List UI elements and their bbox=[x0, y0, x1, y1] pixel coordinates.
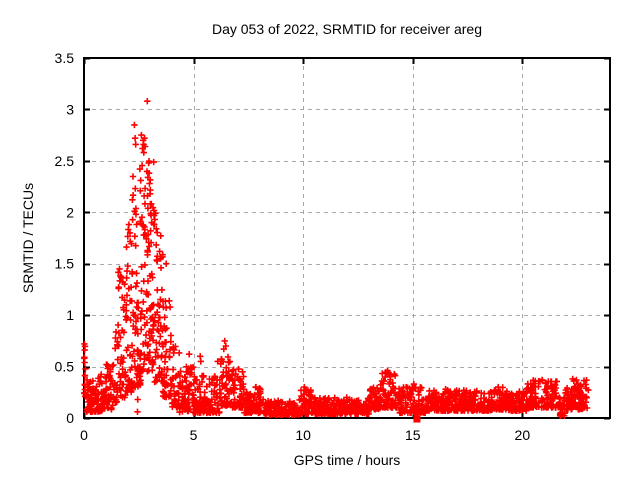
scatter-square-point bbox=[413, 415, 421, 423]
y-tick-label: 1.5 bbox=[55, 256, 75, 272]
chart-title: Day 053 of 2022, SRMTID for receiver are… bbox=[211, 21, 482, 37]
x-tick-label: 0 bbox=[80, 427, 88, 443]
y-tick-label: 0 bbox=[66, 410, 74, 426]
x-tick-label: 20 bbox=[515, 427, 531, 443]
y-tick-label: 3 bbox=[66, 101, 74, 117]
y-tick-label: 2.5 bbox=[55, 153, 75, 169]
y-tick-label: 1 bbox=[66, 307, 74, 323]
y-tick-label: 2 bbox=[66, 204, 74, 220]
y-axis-label: SRMTID / TECUs bbox=[20, 182, 36, 294]
x-axis-label: GPS time / hours bbox=[293, 452, 401, 468]
plot-border bbox=[83, 57, 611, 419]
y-tick-label: 0.5 bbox=[55, 359, 75, 375]
x-tick-label: 5 bbox=[190, 427, 198, 443]
y-tick-label: 3.5 bbox=[55, 50, 75, 66]
scatter-points bbox=[81, 98, 592, 420]
x-tick-label: 15 bbox=[405, 427, 421, 443]
x-tick-label: 10 bbox=[295, 427, 311, 443]
